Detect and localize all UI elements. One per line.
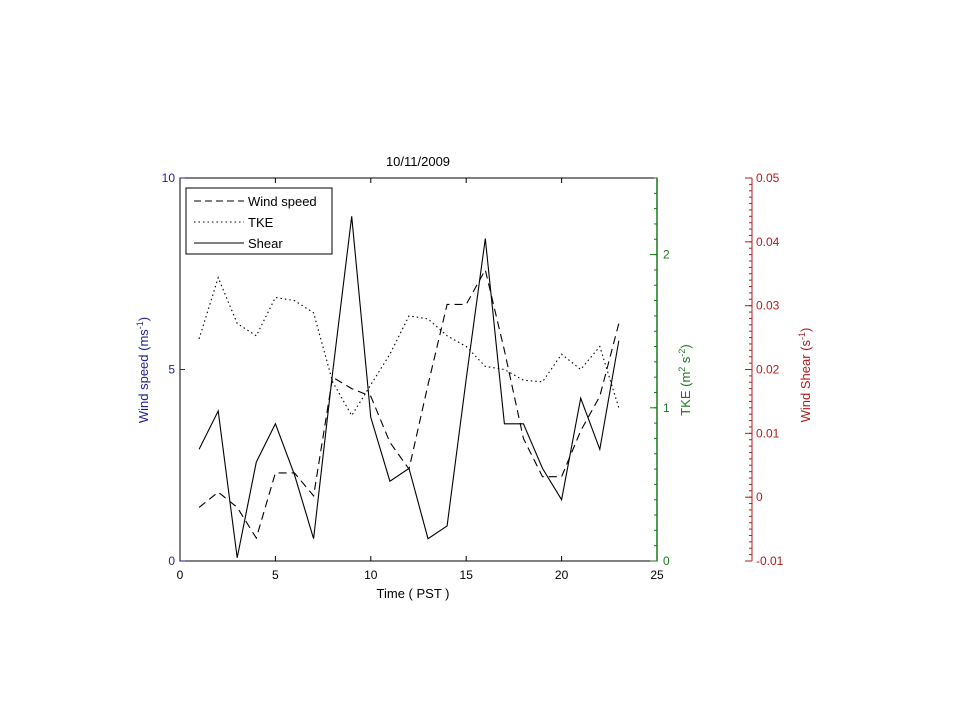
wind-speed-axis-title-main: Wind speed (ms [136,329,151,423]
shear-tick-label: 0.02 [756,363,780,377]
x-tick-label: 25 [650,568,664,582]
x-tick-label: 20 [555,568,569,582]
tke-tick-label: 1 [663,401,670,415]
tke-axis-title-mid: s [678,356,693,367]
wind-speed-tick-label: 10 [162,171,176,185]
tke-axis-title-sup1: 2 [677,367,687,372]
shear-tick-label: 0 [756,490,763,504]
shear-axis-title: Wind Shear (s-1) [797,328,813,423]
shear-tick-label: 0.04 [756,235,780,249]
shear-tick-label: 0.03 [756,299,780,313]
series-lines [198,216,620,558]
wind-speed-axis-title: Wind speed (ms-1) [135,317,151,423]
legend-label-wind-speed: Wind speed [248,194,317,209]
wind-speed-tick-label: 5 [168,363,175,377]
x-tick-label: 10 [364,568,378,582]
x-axis-title: Time ( PST ) [377,586,450,601]
shear-axis-title-end: ) [798,328,813,332]
shear-axis-title-main: Wind Shear (s [798,340,813,423]
shear-axis-title-sup: -1 [797,332,807,340]
series-line-tke [198,275,620,417]
tke-axis-title-end: ) [678,344,693,348]
tke-axis-title-sup2: -2 [677,349,687,357]
x-tick-label: 0 [177,568,184,582]
wind-speed-axis-title-end: ) [136,317,151,321]
series-line-shear [198,216,620,558]
tke-tick-label: 2 [663,248,670,262]
wind-speed-axis-ticks: 0 5 10 [162,171,185,568]
x-tick-label: 15 [460,568,474,582]
shear-axis-ticks: -0.01 0 0.01 0.02 0.03 0.04 0.05 [745,171,784,568]
tke-axis-title-main: TKE (m [678,372,693,416]
legend: Wind speed TKE Shear [185,187,333,255]
tke-axis-ticks: 0 1 2 [650,177,670,568]
chart-title: 10/11/2009 [386,154,450,169]
shear-tick-label: 0.05 [756,171,780,185]
tke-axis-title: TKE (m2 s-2) [677,344,693,416]
x-tick-label: 5 [272,568,279,582]
legend-label-tke: TKE [248,215,274,230]
legend-label-shear: Shear [248,236,283,251]
tke-tick-label: 0 [663,554,670,568]
wind-speed-axis-title-sup: -1 [135,321,145,329]
shear-tick-label: -0.01 [756,554,784,568]
shear-tick-label: 0.01 [756,426,780,440]
wind-speed-tick-label: 0 [168,554,175,568]
